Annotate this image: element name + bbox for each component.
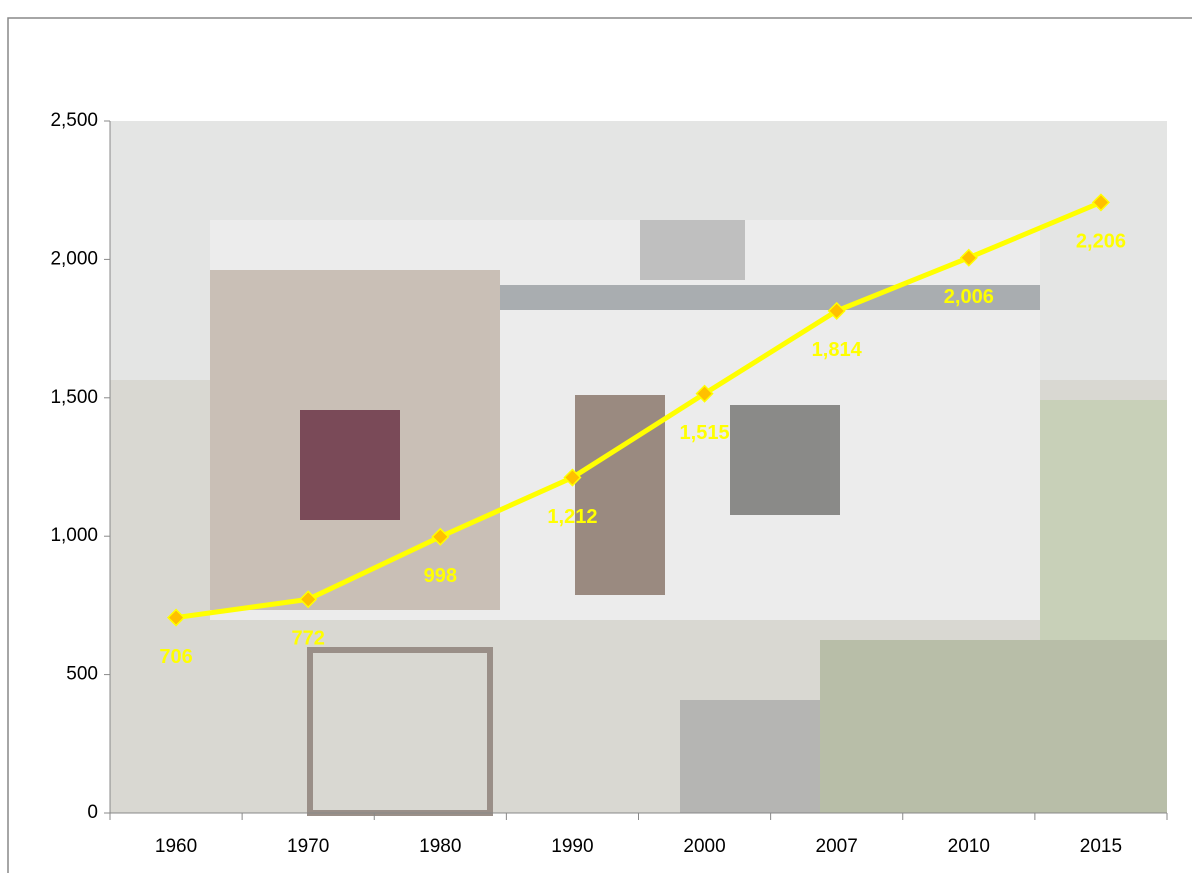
x-tick-label: 2007 — [816, 836, 858, 857]
x-tick-label: 2015 — [1080, 836, 1122, 857]
data-label: 1,212 — [547, 506, 597, 528]
y-tick-label: 1,000 — [50, 525, 98, 546]
x-tick-label: 1970 — [287, 836, 329, 857]
chart: 0 500 1,000 1,500 2,000 2,500 1960 1970 1980 1990… — [0, 0, 1192, 873]
x-tick-label: 1990 — [551, 836, 593, 857]
data-label: 706 — [159, 646, 192, 668]
data-label: 2,206 — [1076, 231, 1126, 253]
y-tick-label: 500 — [66, 664, 98, 685]
data-label: 2,006 — [944, 286, 994, 308]
x-tick-label: 1980 — [419, 836, 461, 857]
y-tick-label: 0 — [87, 802, 98, 823]
x-tick-label: 1960 — [155, 836, 197, 857]
data-label: 1,515 — [680, 422, 730, 444]
y-tick-label: 2,000 — [50, 248, 98, 269]
y-tick-label: 1,500 — [50, 387, 98, 408]
background-photo — [110, 121, 1167, 813]
data-label: 1,814 — [812, 339, 863, 361]
x-tick-label: 2000 — [683, 836, 725, 857]
x-tick-label: 2010 — [948, 836, 990, 857]
data-label: 998 — [424, 565, 457, 587]
data-label: 772 — [292, 628, 325, 650]
y-tick-label: 2,500 — [50, 110, 98, 131]
